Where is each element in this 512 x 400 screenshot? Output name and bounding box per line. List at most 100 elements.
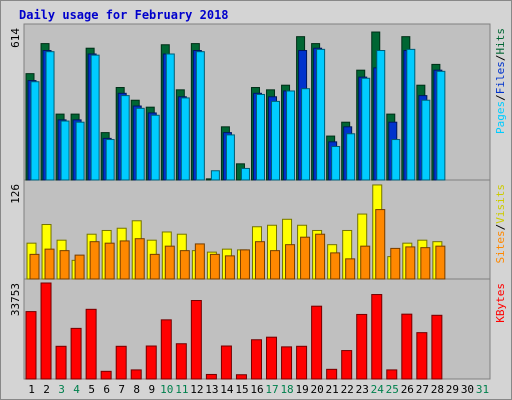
bar-sites-day-19 bbox=[300, 236, 311, 280]
bar-kbytes-day-27 bbox=[416, 332, 428, 380]
bar-sites-day-21 bbox=[330, 252, 341, 280]
day-label-27: 27 bbox=[416, 383, 429, 396]
day-label-17: 17 bbox=[265, 383, 278, 396]
day-label-26: 26 bbox=[401, 383, 414, 396]
bar-pages-day-27 bbox=[421, 99, 431, 181]
bar-kbytes-day-6 bbox=[100, 370, 112, 380]
day-label-31: 31 bbox=[476, 383, 489, 396]
bar-pages-day-13 bbox=[210, 170, 220, 181]
bar-sites-day-18 bbox=[285, 244, 296, 280]
bar-sites-day-10 bbox=[164, 245, 175, 280]
bar-sites-day-4 bbox=[74, 254, 85, 280]
bar-pages-day-12 bbox=[195, 51, 205, 181]
bar-kbytes-day-22 bbox=[341, 350, 353, 380]
day-label-12: 12 bbox=[190, 383, 203, 396]
bar-kbytes-day-26 bbox=[401, 313, 413, 380]
bar-sites-day-22 bbox=[345, 258, 356, 280]
axis-label-sites: Sites bbox=[494, 230, 507, 263]
bar-pages-day-5 bbox=[90, 54, 100, 181]
axis-label-visits: Sites/Visits bbox=[494, 184, 507, 264]
bar-kbytes-day-5 bbox=[85, 308, 97, 380]
bar-kbytes-day-14 bbox=[220, 345, 232, 380]
bar-kbytes-day-19 bbox=[296, 345, 308, 380]
day-label-25: 25 bbox=[386, 383, 399, 396]
axis-label-separator: / bbox=[494, 55, 507, 62]
axis-label-visits: Visits bbox=[494, 184, 507, 224]
scale-label-requests: 614 bbox=[9, 28, 22, 48]
bar-pages-day-15 bbox=[240, 167, 250, 181]
bar-kbytes-day-18 bbox=[281, 346, 293, 380]
bar-sites-day-25 bbox=[390, 247, 401, 280]
bar-pages-day-6 bbox=[105, 139, 115, 181]
bar-kbytes-day-21 bbox=[326, 368, 338, 380]
bar-pages-day-21 bbox=[331, 145, 341, 181]
bar-kbytes-day-1 bbox=[25, 311, 37, 380]
bar-sites-day-20 bbox=[315, 233, 326, 280]
axis-label-separator: / bbox=[494, 94, 507, 101]
day-label-19: 19 bbox=[295, 383, 308, 396]
day-label-23: 23 bbox=[356, 383, 369, 396]
bar-kbytes-day-16 bbox=[250, 339, 262, 380]
bar-pages-day-7 bbox=[120, 95, 130, 181]
day-label-16: 16 bbox=[250, 383, 263, 396]
bar-kbytes-day-7 bbox=[115, 345, 127, 380]
day-label-24: 24 bbox=[371, 383, 385, 396]
bar-pages-day-8 bbox=[135, 107, 145, 181]
day-label-3: 3 bbox=[58, 383, 65, 396]
bar-pages-day-1 bbox=[30, 81, 40, 181]
day-label-11: 11 bbox=[175, 383, 188, 396]
bar-kbytes-day-9 bbox=[145, 345, 157, 380]
bar-pages-day-2 bbox=[45, 51, 55, 181]
chart-title: Daily usage for February 2018 bbox=[19, 8, 229, 22]
bar-pages-day-17 bbox=[271, 100, 281, 181]
bar-kbytes-day-11 bbox=[175, 343, 187, 380]
axis-label-pages: Pages bbox=[494, 101, 507, 134]
scale-label-visits: 126 bbox=[9, 184, 22, 204]
bar-pages-day-23 bbox=[361, 77, 371, 181]
bar-sites-day-23 bbox=[360, 245, 371, 280]
bar-kbytes-day-25 bbox=[386, 369, 398, 380]
bar-pages-day-11 bbox=[180, 97, 190, 181]
bar-sites-day-17 bbox=[270, 250, 281, 280]
day-label-30: 30 bbox=[461, 383, 474, 396]
bar-sites-day-15 bbox=[239, 249, 250, 280]
bar-sites-day-9 bbox=[149, 253, 160, 280]
bar-kbytes-day-12 bbox=[190, 300, 202, 380]
bar-sites-day-1 bbox=[29, 253, 40, 280]
bar-pages-day-18 bbox=[286, 90, 296, 181]
day-label-4: 4 bbox=[73, 383, 80, 396]
bar-kbytes-day-2 bbox=[40, 282, 52, 380]
bar-pages-day-16 bbox=[255, 93, 265, 181]
day-label-21: 21 bbox=[326, 383, 339, 396]
day-label-29: 29 bbox=[446, 383, 459, 396]
axis-label-hits: Hits bbox=[494, 28, 507, 55]
bar-pages-day-22 bbox=[346, 133, 356, 181]
bar-pages-day-14 bbox=[225, 134, 235, 181]
bar-sites-day-24 bbox=[375, 209, 386, 280]
bar-sites-day-27 bbox=[420, 247, 431, 280]
bar-kbytes-day-17 bbox=[266, 336, 278, 380]
day-label-28: 28 bbox=[431, 383, 444, 396]
bar-sites-day-5 bbox=[89, 241, 100, 280]
bar-pages-day-25 bbox=[391, 139, 401, 181]
bar-kbytes-day-13 bbox=[205, 373, 217, 380]
day-label-8: 8 bbox=[133, 383, 140, 396]
bar-kbytes-day-10 bbox=[160, 319, 172, 380]
day-label-14: 14 bbox=[220, 383, 234, 396]
axis-label-kbytes: KBytes bbox=[494, 283, 507, 323]
bar-pages-day-20 bbox=[316, 48, 326, 181]
day-label-20: 20 bbox=[311, 383, 324, 396]
day-label-2: 2 bbox=[43, 383, 50, 396]
axis-label-requests: Pages/Files/Hits bbox=[494, 28, 507, 134]
bar-sites-day-13 bbox=[209, 253, 220, 280]
bar-kbytes-day-28 bbox=[431, 314, 443, 380]
day-label-15: 15 bbox=[235, 383, 248, 396]
bar-sites-day-6 bbox=[104, 242, 115, 280]
bar-sites-day-2 bbox=[44, 248, 55, 280]
bar-pages-day-4 bbox=[75, 121, 85, 181]
bar-sites-day-14 bbox=[224, 255, 235, 280]
bar-sites-day-28 bbox=[435, 245, 446, 280]
day-label-1: 1 bbox=[28, 383, 35, 396]
day-label-18: 18 bbox=[280, 383, 293, 396]
